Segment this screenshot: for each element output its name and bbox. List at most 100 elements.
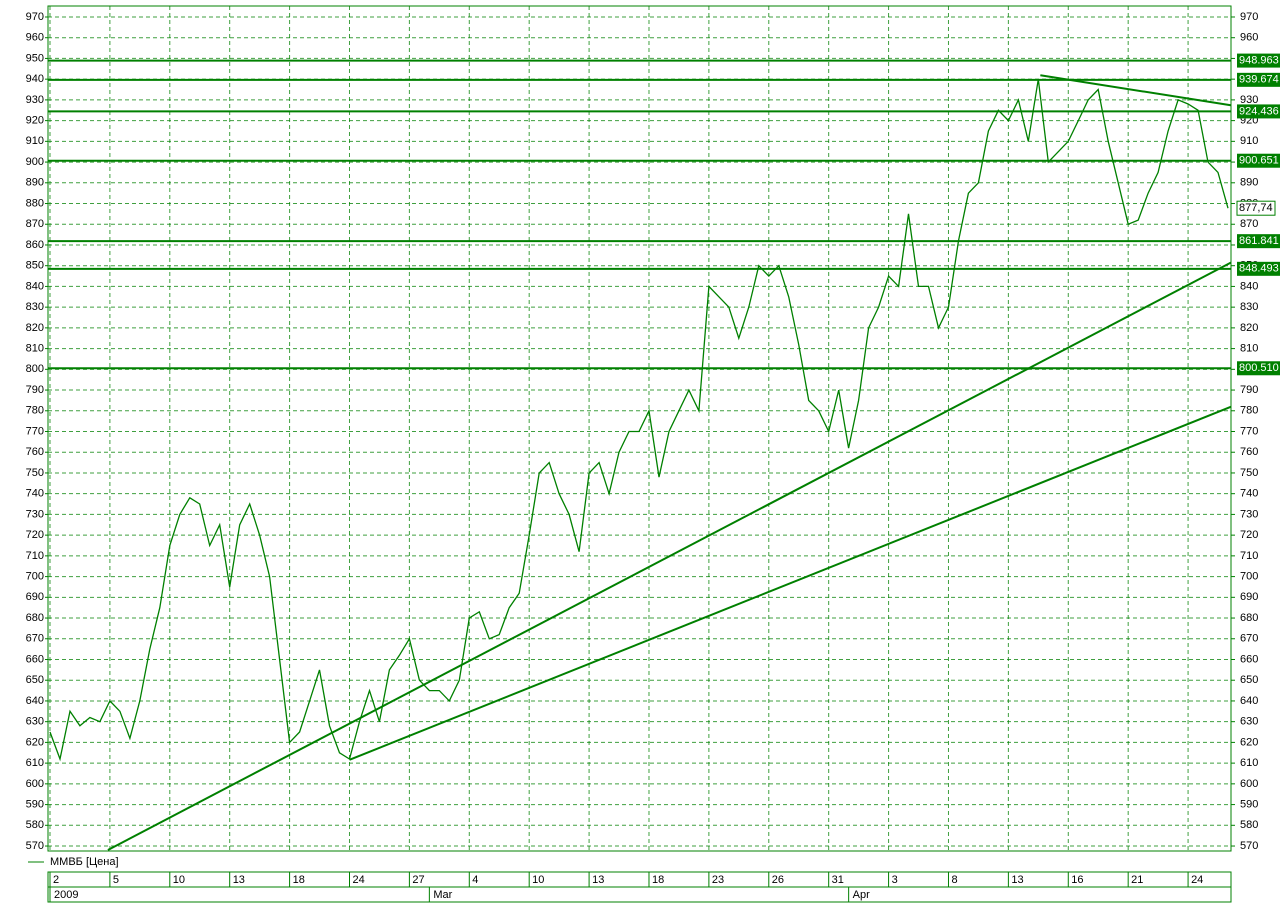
y-tick-label: 880 xyxy=(26,197,44,209)
y-tick-label: 810 xyxy=(26,343,44,355)
y-tick-label: 970 xyxy=(26,11,44,23)
y-tick-label: 630 xyxy=(1240,716,1258,728)
y-tick-label: 580 xyxy=(1240,819,1258,831)
x-tick-label: 3 xyxy=(892,874,898,886)
y-tick-label: 700 xyxy=(1240,570,1258,582)
x-tick-label: 4 xyxy=(472,874,478,886)
y-tick-label: 960 xyxy=(26,32,44,44)
y-tick-label: 710 xyxy=(26,550,44,562)
level-label: 939.674 xyxy=(1239,74,1279,86)
level-label: 848.493 xyxy=(1239,263,1279,275)
y-tick-label: 860 xyxy=(26,239,44,251)
last-price-box xyxy=(1236,200,1276,216)
x-tick-label: 31 xyxy=(832,874,844,886)
y-tick-label: 740 xyxy=(1240,488,1258,500)
y-tick-label: 670 xyxy=(1240,633,1258,645)
y-tick-label: 760 xyxy=(1240,446,1258,458)
y-tick-label: 640 xyxy=(1240,695,1258,707)
x-tick-label: 13 xyxy=(1011,874,1023,886)
y-tick-label: 750 xyxy=(26,467,44,479)
y-tick-label: 590 xyxy=(1240,798,1258,810)
y-tick-label: 920 xyxy=(26,115,44,127)
x-tick-label: 5 xyxy=(113,874,119,886)
y-tick-label: 890 xyxy=(26,177,44,189)
y-tick-label: 850 xyxy=(26,260,44,272)
y-tick-label: 900 xyxy=(26,156,44,168)
x-tick-label: 2 xyxy=(53,874,59,886)
y-tick-label: 940 xyxy=(26,73,44,85)
y-tick-label: 930 xyxy=(1240,94,1258,106)
y-tick-label: 840 xyxy=(26,280,44,292)
level-label-box xyxy=(1237,104,1280,119)
y-tick-label: 720 xyxy=(26,529,44,541)
y-tick-label: 750 xyxy=(1240,467,1258,479)
level-label-box xyxy=(1237,234,1280,249)
y-tick-label: 720 xyxy=(1240,529,1258,541)
y-tick-label: 620 xyxy=(26,736,44,748)
plot-frame xyxy=(47,5,1232,852)
y-tick-label: 640 xyxy=(26,695,44,707)
trendline xyxy=(349,405,1232,761)
y-tick-label: 570 xyxy=(1240,840,1258,852)
x-tick-label: 27 xyxy=(412,874,424,886)
y-tick-label: 960 xyxy=(1240,32,1258,44)
x-tick-label: 21 xyxy=(1131,874,1143,886)
y-tick-label: 690 xyxy=(26,591,44,603)
y-tick-label: 760 xyxy=(26,446,44,458)
x-tick-label: 10 xyxy=(173,874,185,886)
x-tick-label: 18 xyxy=(293,874,305,886)
last-price-label: 877,74 xyxy=(1239,202,1273,214)
trendline xyxy=(107,261,1232,851)
y-tick-label: 910 xyxy=(26,135,44,147)
y-tick-label: 600 xyxy=(26,778,44,790)
level-label-box xyxy=(1237,361,1280,376)
y-tick-label: 780 xyxy=(1240,405,1258,417)
y-tick-label: 740 xyxy=(26,488,44,500)
y-tick-label: 570 xyxy=(26,840,44,852)
y-tick-label: 660 xyxy=(26,653,44,665)
y-tick-label: 790 xyxy=(1240,384,1258,396)
y-tick-label: 650 xyxy=(1240,674,1258,686)
level-label-box xyxy=(1237,72,1280,87)
y-tick-label: 790 xyxy=(26,384,44,396)
y-tick-label: 730 xyxy=(1240,508,1258,520)
y-tick-label: 680 xyxy=(26,612,44,624)
month-tick-label: Mar xyxy=(433,889,452,901)
month-tick-label: Apr xyxy=(853,889,870,901)
y-tick-label: 950 xyxy=(26,52,44,64)
y-tick-label: 600 xyxy=(1240,778,1258,790)
x-tick-label: 13 xyxy=(592,874,604,886)
y-tick-label: 820 xyxy=(1240,322,1258,334)
legend-label: ММВБ [Цена] xyxy=(50,856,119,868)
y-tick-label: 610 xyxy=(26,757,44,769)
level-label: 861.841 xyxy=(1239,235,1279,247)
y-tick-label: 770 xyxy=(1240,425,1258,437)
x-tick-label: 13 xyxy=(233,874,245,886)
x-tick-label: 16 xyxy=(1071,874,1083,886)
y-tick-label: 930 xyxy=(26,94,44,106)
y-tick-label: 910 xyxy=(1240,135,1258,147)
y-tick-label: 830 xyxy=(1240,301,1258,313)
y-tick-label: 830 xyxy=(26,301,44,313)
y-tick-label: 620 xyxy=(1240,736,1258,748)
y-tick-label: 800 xyxy=(26,363,44,375)
y-tick-label: 670 xyxy=(26,633,44,645)
y-tick-label: 700 xyxy=(26,570,44,582)
level-label: 800.510 xyxy=(1239,362,1279,374)
y-tick-label: 870 xyxy=(26,218,44,230)
x-tick-label: 24 xyxy=(352,874,364,886)
level-label-box xyxy=(1237,261,1280,276)
y-tick-label: 650 xyxy=(26,674,44,686)
y-tick-label: 710 xyxy=(1240,550,1258,562)
y-tick-label: 870 xyxy=(1240,218,1258,230)
x-tick-label: 18 xyxy=(652,874,664,886)
y-tick-label: 690 xyxy=(1240,591,1258,603)
y-tick-label: 840 xyxy=(1240,280,1258,292)
y-tick-label: 580 xyxy=(26,819,44,831)
y-tick-label: 970 xyxy=(1240,11,1258,23)
x-tick-label: 10 xyxy=(532,874,544,886)
y-tick-label: 610 xyxy=(1240,757,1258,769)
x-tick-label: 24 xyxy=(1191,874,1203,886)
level-label-box xyxy=(1237,53,1280,68)
